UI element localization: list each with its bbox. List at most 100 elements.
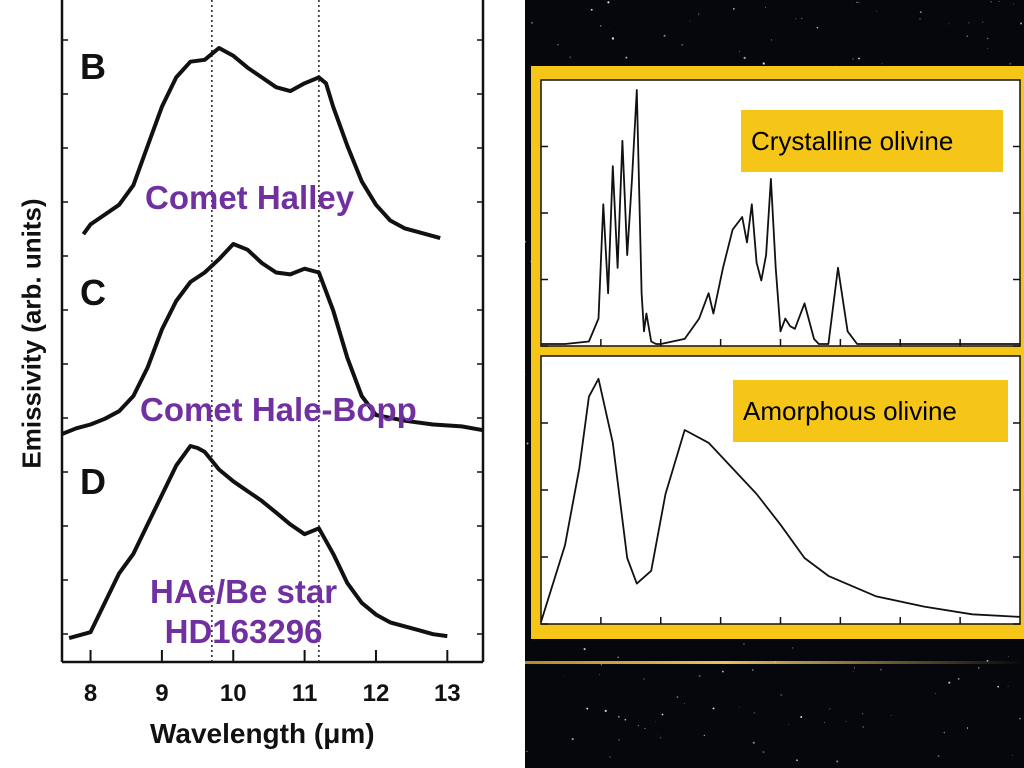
star [856,1,858,4]
panel-letter-c: C [80,272,106,313]
star [919,11,922,14]
star [625,56,628,59]
star [698,13,700,15]
star [977,667,980,669]
star [712,707,715,710]
star [1019,717,1021,720]
star [968,22,970,24]
star [752,741,755,744]
star [998,0,1000,2]
x-tick-label: 8 [83,680,98,707]
star [599,25,602,27]
x-tick-label: 9 [155,680,169,707]
star [733,8,735,10]
star [600,664,603,666]
star [528,148,529,150]
star [657,734,659,735]
star [611,37,615,40]
star [852,58,854,60]
star [858,57,860,60]
star [607,1,610,4]
star [851,5,852,7]
star [643,678,645,680]
star [943,731,945,734]
star [609,756,611,758]
star [829,708,831,710]
star [721,670,724,673]
star [571,737,574,741]
star [816,26,819,29]
star [671,766,673,768]
star [788,723,789,725]
star [1013,3,1014,5]
star [858,1,860,3]
star [617,656,619,658]
star [795,18,797,20]
panel-letter-d: D [80,461,106,502]
star [770,39,773,41]
y-axis-label: Emissivity (arb. units) [16,198,47,469]
panel-letter-b: B [80,46,106,87]
star [753,711,756,714]
star [792,647,794,649]
star [663,34,666,37]
star [1020,22,1023,25]
label-comet-hale-bopp: Comet Hale-Bopp [140,391,417,428]
star [618,739,620,741]
star [608,28,610,30]
star [569,56,572,59]
star [934,692,936,694]
star [801,17,803,20]
star [852,670,854,672]
star [659,737,662,739]
star [762,751,765,754]
star [876,10,877,12]
left-emissivity-panel [0,0,525,768]
star [1008,656,1010,657]
star [531,22,533,24]
star [676,696,679,698]
star [853,667,856,669]
star [845,720,847,722]
series-line-c [61,242,484,436]
x-tick-label: 13 [433,680,461,707]
x-tick-label: 10 [219,680,247,707]
star [765,6,767,8]
star [698,675,701,678]
star [948,23,950,25]
star [604,709,607,712]
star [563,676,564,678]
star [1012,754,1014,756]
star [557,44,559,46]
star [966,727,969,729]
star [997,685,1000,688]
star [957,677,960,680]
star [881,63,883,65]
star [966,35,969,38]
star [987,48,988,49]
star [948,681,951,684]
star [751,669,754,671]
star [880,669,882,671]
star [738,706,740,708]
x-tick-label: 12 [362,680,390,707]
star [986,37,989,40]
series-line-b [81,46,441,241]
star [823,722,825,723]
star [703,734,705,737]
star [644,728,646,730]
label-crystalline-olivine: Crystalline olivine [741,110,1003,172]
label-hae-line2: HD163296 [164,613,323,650]
label-hae-line1: HAe/Be star [150,573,338,610]
star [1009,62,1012,65]
star [583,648,586,651]
star [598,674,600,676]
gold-divider-line [525,661,1024,664]
star [796,759,798,762]
star [1007,685,1009,687]
star [586,707,589,710]
x-axis-label: Wavelength (μm) [150,718,375,749]
label-amorphous-olivine: Amorphous olivine [733,380,1008,442]
star [862,726,864,728]
star [780,693,783,697]
